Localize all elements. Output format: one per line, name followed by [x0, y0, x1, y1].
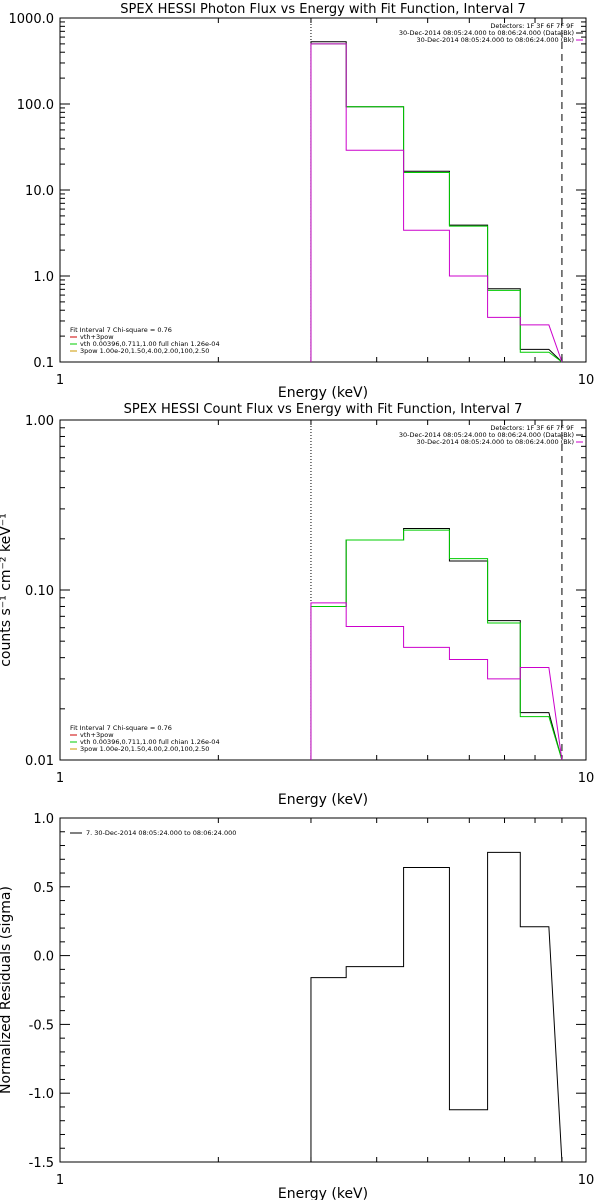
x-tick-label: 1 — [56, 771, 64, 786]
series-line — [310, 528, 563, 761]
x-axis-label: Energy (keV) — [278, 792, 368, 808]
legend-right-text: 30-Dec-2014 08:05:24.000 to 08:06:24.000… — [417, 36, 575, 44]
y-tick-label: 1000.0 — [9, 12, 55, 27]
x-axis-label: Energy (keV) — [278, 385, 368, 401]
y-axis-label: counts s⁻¹ cm⁻² keV⁻¹ — [0, 513, 14, 667]
chart-title: SPEX HESSI Photon Flux vs Energy with Fi… — [120, 2, 526, 17]
y-tick-label: 1.00 — [25, 414, 54, 429]
y-tick-label: 0.10 — [25, 584, 54, 599]
legend-left-text: Fit Interval 7 Chi-square = 0.76 — [70, 724, 172, 732]
plot-frame — [59, 17, 587, 363]
y-tick-label: 10.0 — [25, 184, 54, 199]
x-tick-label: 1 — [56, 373, 64, 388]
y-tick-label: 0.1 — [33, 356, 54, 371]
plot-frame — [59, 419, 587, 761]
series-line — [310, 43, 563, 363]
series-line — [310, 851, 563, 1163]
y-tick-label: -0.5 — [29, 1018, 54, 1033]
legend-left-text: vth 0.00396,0.711,1.00 full chian 1.26e-… — [80, 340, 220, 348]
x-axis-label: Energy (keV) — [278, 1186, 368, 1200]
legend-left-text: Fit Interval 7 Chi-square = 0.76 — [70, 326, 172, 334]
chart-title: SPEX HESSI Count Flux vs Energy with Fit… — [124, 402, 523, 417]
series-line — [310, 529, 563, 761]
legend-left-text: 7. 30-Dec-2014 08:05:24.000 to 08:06:24.… — [86, 829, 236, 837]
legend-right-text: Detectors: 1F 3F 6F 7F 9F — [490, 424, 574, 432]
y-axis-label: Normalized Residuals (sigma) — [0, 886, 14, 1094]
y-tick-label: 100.0 — [17, 98, 54, 113]
x-tick-label: 10 — [578, 771, 595, 786]
legend-left-text: 3pow 1.00e-20,1.50,4.00,2.00,100,2.50 — [80, 347, 209, 355]
x-tick-label: 10 — [578, 373, 595, 388]
plot-frame — [59, 817, 587, 1163]
y-tick-label: 0.01 — [25, 754, 54, 769]
series-line — [310, 602, 563, 761]
legend-right-text: 30-Dec-2014 08:05:24.000 to 08:06:24.000… — [417, 438, 575, 446]
y-tick-label: -1.5 — [29, 1156, 54, 1171]
series-line — [310, 43, 563, 363]
y-tick-label: 0.0 — [33, 950, 54, 965]
legend-left-text: vth+3pow — [80, 333, 114, 341]
legend-right-text: Detectors: 1F 3F 6F 7F 9F — [490, 22, 574, 30]
legend-left-text: vth+3pow — [80, 731, 114, 739]
y-tick-label: -1.0 — [29, 1087, 54, 1102]
series-line — [310, 41, 563, 363]
legend-left-text: vth 0.00396,0.711,1.00 full chian 1.26e-… — [80, 738, 220, 746]
legend-right-text: 30-Dec-2014 08:05:24.000 to 08:06:24.000… — [399, 29, 574, 37]
y-tick-label: 0.5 — [33, 881, 54, 896]
y-tick-label: 1.0 — [33, 270, 54, 285]
x-tick-label: 1 — [56, 1173, 64, 1188]
y-tick-label: 1.0 — [33, 812, 54, 827]
legend-right-text: 30-Dec-2014 08:05:24.000 to 08:06:24.000… — [399, 431, 574, 439]
x-tick-label: 10 — [578, 1173, 595, 1188]
legend-left-text: 3pow 1.00e-20,1.50,4.00,2.00,100,2.50 — [80, 745, 209, 753]
